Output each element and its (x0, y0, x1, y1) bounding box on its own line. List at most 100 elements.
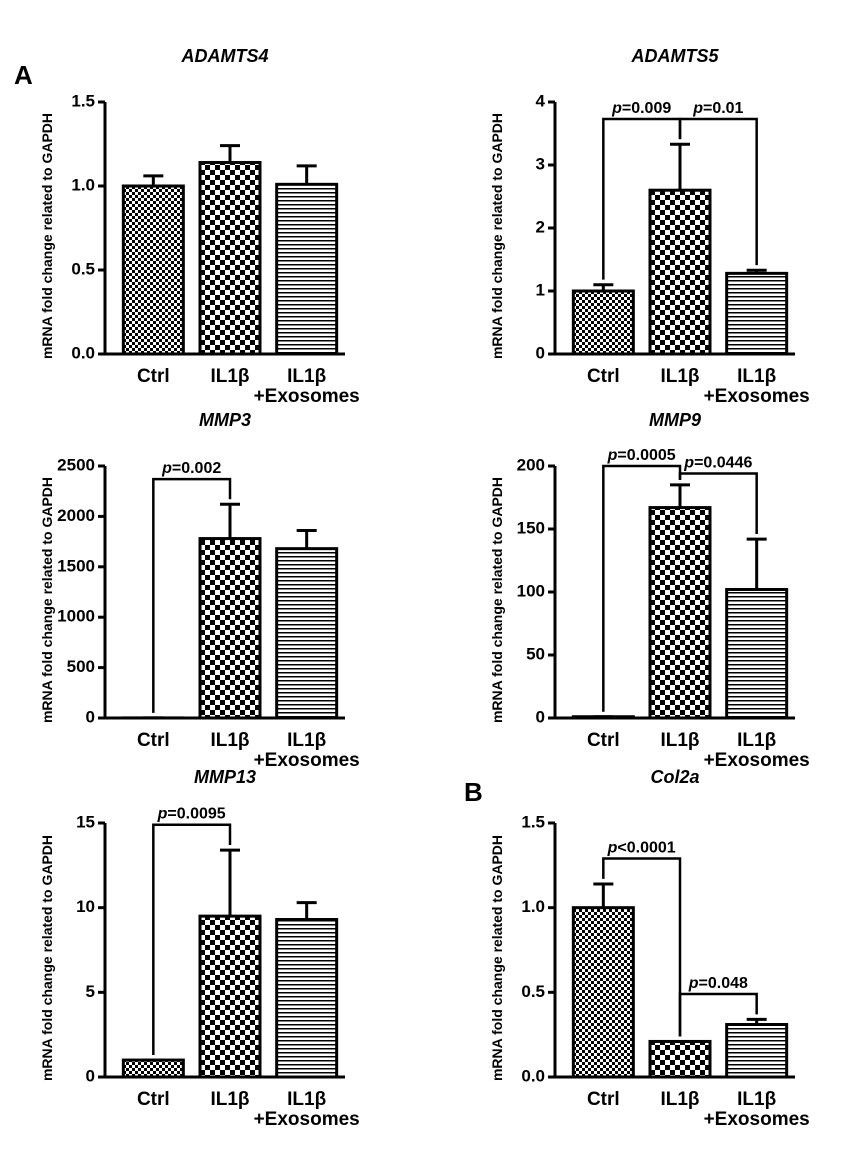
error-bar (746, 1017, 767, 1025)
x-tick-label: Ctrl (137, 366, 170, 387)
y-tick-label: 0 (536, 343, 545, 362)
significance-label: p=0.0005 (607, 447, 676, 464)
y-tick-label: 500 (67, 657, 95, 676)
significance-bracket (678, 992, 758, 1037)
error-bar (220, 144, 240, 163)
error-bar (296, 164, 317, 185)
chart-title: MMP3 (199, 410, 251, 430)
x-tick-label: Ctrl (137, 1089, 170, 1110)
bar (571, 289, 635, 356)
x-tick-label: IL1β (210, 730, 249, 751)
y-tick-label: 0.5 (521, 982, 545, 1001)
x-tick-label: IL1β +Exosomes (704, 366, 810, 407)
significance-bracket (678, 472, 758, 535)
significance-label: p=0.048 (688, 975, 748, 992)
error-bar (746, 537, 767, 590)
y-tick-label: 2500 (57, 455, 95, 474)
x-tick-label: Ctrl (137, 730, 170, 751)
y-tick-label: 5 (86, 982, 95, 1001)
y-tick-label: 1000 (57, 607, 95, 626)
x-tick-label: IL1β (660, 366, 699, 387)
y-tick-label: 1500 (57, 556, 95, 575)
y-axis-label: mRNA fold change related to GAPDH (489, 113, 505, 359)
significance-label: p=0.0095 (157, 806, 226, 823)
bar (648, 1039, 712, 1079)
error-bar (296, 901, 317, 920)
bar (275, 547, 339, 720)
bar (198, 537, 262, 720)
y-tick-label: 1 (536, 280, 545, 299)
error-bar (220, 848, 240, 917)
y-tick-label: 0 (86, 707, 95, 726)
x-tick-label: IL1β (210, 1089, 249, 1110)
x-tick-label: IL1β (660, 730, 699, 751)
y-tick-label: 0.5 (71, 259, 95, 278)
significance-label: p<0.0001 (607, 840, 676, 857)
significance-bracket (602, 857, 682, 1037)
x-tick-label: IL1β +Exosomes (704, 1089, 810, 1130)
error-bar (143, 174, 164, 186)
error-bar (670, 142, 690, 191)
error-bar (670, 483, 690, 508)
error-bar (296, 529, 317, 549)
bar (571, 906, 635, 1079)
chart-title: ADAMTS5 (630, 46, 719, 66)
bar (198, 914, 262, 1079)
x-tick-label: Ctrl (587, 1089, 620, 1110)
panel-label: B (464, 777, 483, 807)
y-tick-label: 1.5 (521, 812, 545, 831)
y-tick-label: 50 (526, 644, 545, 663)
bar (725, 271, 789, 356)
chart-title: MMP9 (649, 410, 701, 430)
y-tick-label: 0 (536, 707, 545, 726)
chart-title: ADAMTS4 (180, 46, 268, 66)
bar (275, 918, 339, 1079)
axes (103, 823, 345, 1079)
x-tick-label: IL1β +Exosomes (254, 730, 360, 771)
y-tick-label: 15 (76, 812, 95, 831)
panel-label: A (14, 60, 33, 90)
bar (725, 1023, 789, 1079)
chart-title: Col2a (650, 767, 699, 787)
y-tick-label: 2 (536, 217, 545, 236)
x-tick-label: Ctrl (587, 730, 620, 751)
x-tick-label: Ctrl (587, 366, 620, 387)
bar (198, 160, 262, 356)
axes (553, 102, 795, 356)
chart-title: MMP13 (194, 767, 256, 787)
y-axis-label: mRNA fold change related to GAPDH (39, 477, 55, 723)
significance-bracket (152, 477, 232, 713)
x-tick-label: IL1β +Exosomes (704, 730, 810, 771)
axes (103, 466, 345, 720)
bar (121, 184, 185, 356)
bar (648, 506, 712, 720)
axes (553, 466, 795, 720)
y-tick-label: 200 (517, 455, 545, 474)
y-tick-label: 0 (86, 1066, 95, 1085)
y-tick-label: 3 (536, 154, 545, 173)
x-tick-label: IL1β (210, 366, 249, 387)
y-tick-label: 1.0 (71, 175, 95, 194)
error-bar (593, 882, 614, 908)
y-tick-label: 1.5 (71, 91, 95, 110)
x-tick-label: IL1β +Exosomes (254, 366, 360, 407)
bar (648, 188, 712, 356)
significance-label: p=0.002 (161, 460, 221, 477)
y-axis-label: mRNA fold change related to GAPDH (39, 113, 55, 359)
y-tick-label: 0.0 (521, 1066, 545, 1085)
y-tick-label: 10 (76, 897, 95, 916)
y-tick-label: 100 (517, 581, 545, 600)
significance-label: p=0.01 (692, 100, 743, 117)
error-bar (746, 268, 767, 274)
axes (553, 823, 795, 1079)
y-axis-label: mRNA fold change related to GAPDH (489, 477, 505, 723)
y-tick-label: 2000 (57, 506, 95, 525)
significance-bracket (678, 117, 758, 266)
y-tick-label: 4 (536, 91, 546, 110)
significance-label: p=0.009 (611, 100, 671, 117)
significance-label: p=0.0446 (683, 455, 752, 472)
y-tick-label: 150 (517, 518, 545, 537)
error-bar (220, 502, 240, 539)
bar (275, 182, 339, 356)
